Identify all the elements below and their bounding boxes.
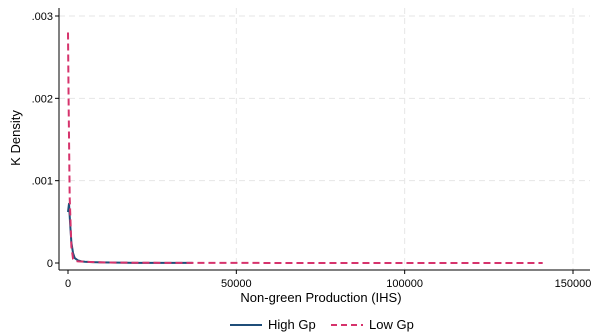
- y-tick-label: .003: [32, 11, 53, 23]
- ticks: 0 .001 .002 .003 0 50000 100000 150000: [32, 11, 592, 290]
- series-line-low-gp: [67, 32, 543, 264]
- y-tick-label: 0: [47, 258, 53, 270]
- axes: [58, 8, 590, 271]
- grid: [59, 8, 590, 270]
- x-tick-label: 100000: [386, 278, 423, 290]
- legend-label-high-gp: High Gp: [268, 317, 316, 332]
- y-tick-label: .002: [32, 93, 53, 105]
- x-tick-label: 150000: [555, 278, 592, 290]
- y-tick-label: .001: [32, 176, 53, 188]
- legend-label-low-gp: Low Gp: [369, 317, 414, 332]
- legend: High Gp Low Gp: [230, 317, 414, 332]
- x-axis-title: Non-green Production (IHS): [240, 290, 401, 305]
- x-tick-label: 0: [65, 278, 71, 290]
- series-group: [67, 32, 543, 264]
- y-axis-title: K Density: [8, 110, 23, 166]
- x-tick-label: 50000: [221, 278, 252, 290]
